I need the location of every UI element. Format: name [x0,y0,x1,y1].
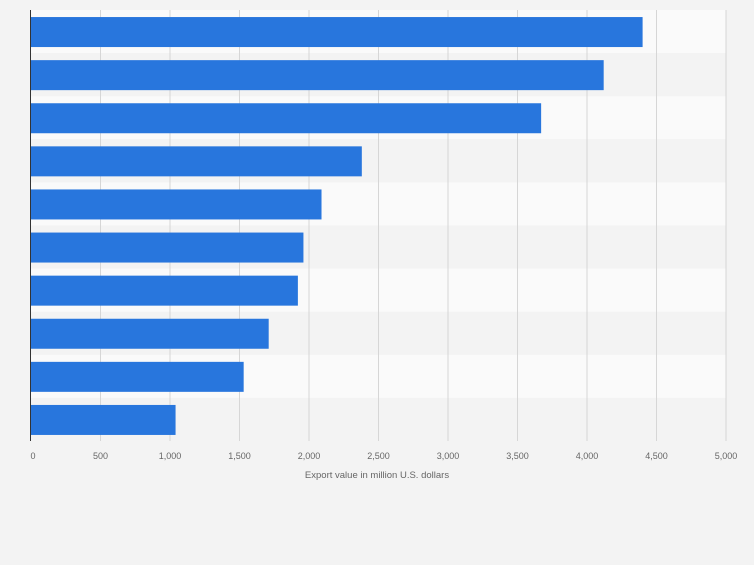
bar [31,232,304,263]
x-tick-label: 3,500 [506,451,529,461]
bars [31,17,643,435]
x-tick-label: 2,000 [298,451,321,461]
bar [31,275,298,306]
x-tick-label: 4,500 [645,451,668,461]
bar [31,404,176,435]
bar [31,318,269,349]
x-tick-label: 2,500 [367,451,390,461]
x-tick-label: 500 [93,451,108,461]
x-tick-label: 1,000 [159,451,182,461]
x-tick-label: 5,000 [715,451,738,461]
x-axis-title: Export value in million U.S. dollars [305,470,449,481]
x-tick-label: 0 [30,451,35,461]
bar [31,17,643,48]
x-tick-label: 3,000 [437,451,460,461]
bar [31,189,322,220]
x-tick-label: 4,000 [576,451,599,461]
bar [31,103,542,134]
bar [31,60,604,91]
x-tick-label: 1,500 [228,451,251,461]
bar [31,146,362,177]
x-tick-labels: 0 500 1,000 1,500 2,000 2,500 3,000 3,500 4,000 4… [30,451,737,461]
bar [31,361,244,392]
